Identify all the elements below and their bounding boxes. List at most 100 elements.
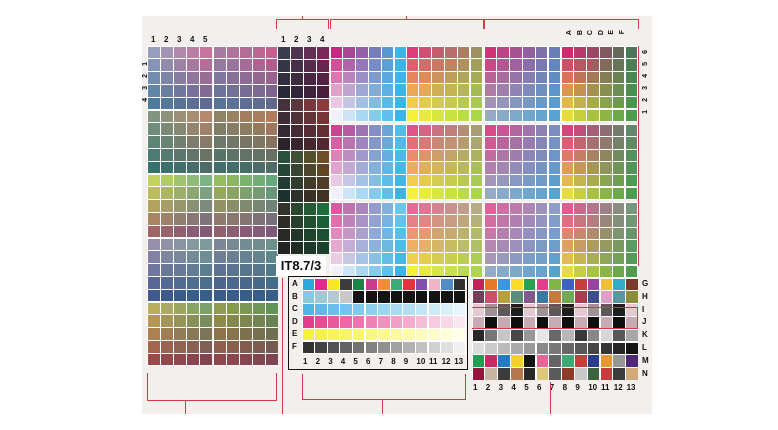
red-marker-line	[472, 328, 637, 329]
color-patch	[239, 276, 252, 289]
color-patch	[186, 200, 199, 212]
color-patch	[390, 316, 403, 328]
color-patch	[419, 252, 432, 265]
color-patch	[365, 341, 378, 354]
color-patch	[626, 329, 638, 342]
color-patch	[599, 84, 612, 96]
color-patch	[444, 124, 457, 137]
color-patch	[343, 174, 356, 187]
color-patch	[303, 150, 316, 163]
color-patch	[599, 109, 612, 122]
color-patch	[199, 136, 212, 148]
color-patch	[186, 212, 199, 225]
color-patch	[226, 200, 239, 212]
color-patch	[186, 353, 199, 366]
color-patch	[265, 276, 278, 289]
color-patch	[497, 265, 510, 278]
color-patch	[186, 161, 199, 174]
color-patch	[625, 84, 638, 96]
color-patch	[625, 202, 638, 215]
color-patch	[406, 124, 419, 137]
color-patch	[252, 353, 265, 366]
color-patch	[213, 340, 226, 353]
color-patch	[510, 304, 523, 316]
column-label: 12	[441, 356, 451, 366]
color-patch	[510, 368, 523, 380]
color-patch	[600, 278, 613, 291]
color-patch	[510, 162, 522, 174]
color-patch	[239, 46, 252, 59]
color-patch	[428, 278, 441, 291]
color-patch	[444, 265, 457, 278]
red-marker-line	[483, 19, 484, 29]
color-patch	[356, 227, 368, 240]
color-patch	[470, 59, 483, 71]
color-patch	[599, 46, 612, 59]
color-patch	[484, 252, 497, 265]
color-patch	[457, 162, 470, 174]
color-patch	[290, 98, 303, 111]
main-patch-block	[330, 202, 407, 278]
column-label: 1	[473, 383, 478, 393]
color-patch	[497, 59, 510, 71]
color-patch	[330, 84, 343, 96]
color-patch	[315, 316, 327, 328]
color-patch	[432, 59, 444, 71]
color-patch	[394, 252, 407, 265]
color-patch	[510, 84, 522, 96]
color-patch	[303, 176, 316, 189]
color-patch	[226, 72, 239, 84]
color-patch	[444, 149, 457, 162]
left-patch-block	[147, 238, 212, 302]
color-patch	[290, 72, 303, 85]
color-patch	[497, 227, 510, 240]
left-patch-block	[213, 238, 278, 302]
color-patch	[239, 212, 252, 225]
color-patch	[213, 225, 226, 238]
color-patch	[302, 316, 315, 328]
color-patch	[599, 59, 612, 71]
color-patch	[599, 252, 612, 265]
color-patch	[498, 368, 510, 380]
color-patch	[316, 241, 329, 254]
main-patch-block	[484, 202, 561, 278]
color-patch	[147, 72, 160, 84]
color-patch	[265, 123, 278, 136]
color-patch	[548, 252, 561, 265]
color-patch	[186, 59, 199, 72]
color-patch	[213, 328, 226, 340]
color-patch	[160, 72, 173, 84]
color-patch	[252, 289, 265, 302]
color-patch	[453, 341, 466, 354]
color-patch	[625, 96, 638, 109]
color-patch	[484, 59, 497, 71]
color-patch	[365, 278, 378, 291]
color-patch	[252, 302, 265, 315]
color-patch	[381, 59, 394, 71]
color-patch	[239, 225, 252, 238]
column-letter: C	[587, 30, 594, 36]
color-patch	[186, 238, 199, 251]
color-patch	[265, 328, 278, 340]
color-patch	[290, 202, 303, 215]
color-patch	[160, 161, 173, 174]
color-patch	[457, 109, 470, 122]
color-patch	[510, 187, 522, 200]
color-patch	[561, 215, 574, 227]
color-patch	[365, 328, 378, 341]
color-patch	[186, 97, 199, 110]
color-patch	[522, 252, 535, 265]
color-patch	[498, 291, 510, 304]
color-patch	[316, 189, 329, 202]
color-patch	[625, 59, 638, 71]
color-patch	[536, 304, 549, 316]
color-patch	[562, 291, 574, 304]
color-patch	[432, 96, 444, 109]
color-patch	[523, 342, 536, 355]
color-patch	[365, 291, 378, 303]
color-patch	[548, 149, 561, 162]
color-patch	[574, 96, 587, 109]
color-patch	[561, 46, 574, 59]
color-patch	[562, 368, 574, 380]
color-patch	[498, 355, 510, 368]
